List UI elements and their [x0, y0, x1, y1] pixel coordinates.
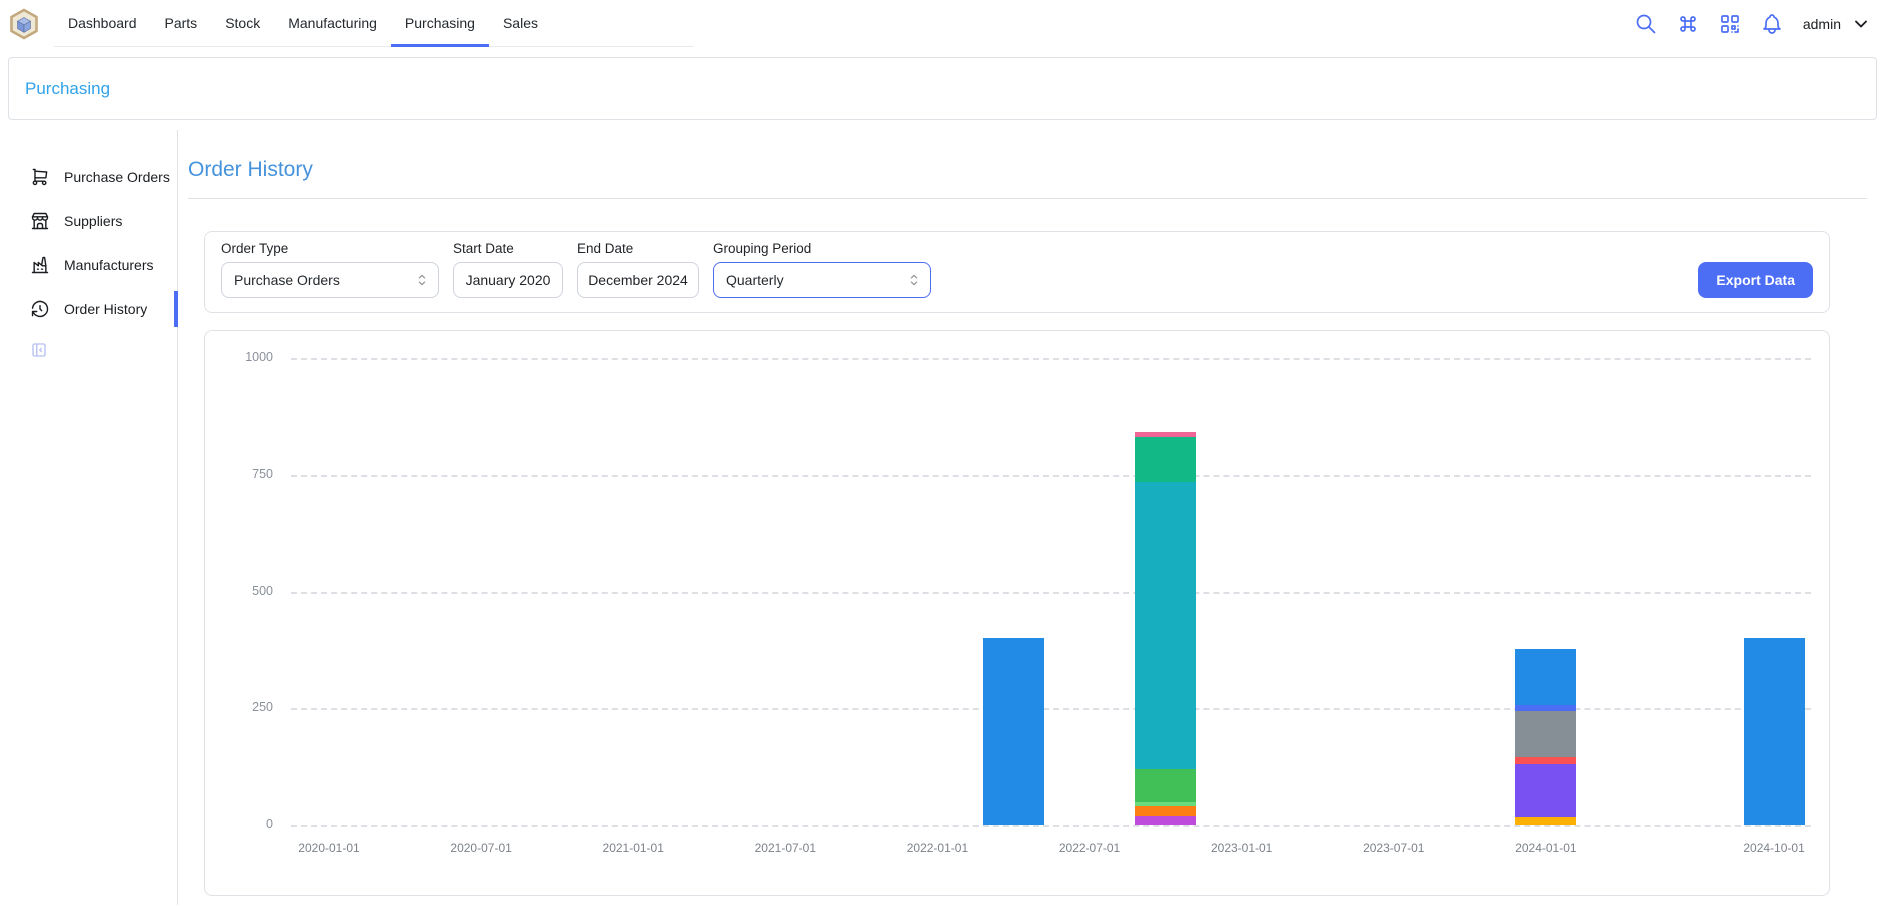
grouping-period-label: Grouping Period — [713, 241, 931, 256]
shopping-cart-icon — [30, 167, 50, 187]
sidebar-item-label: Manufacturers — [64, 257, 153, 273]
bar-segment — [1135, 482, 1196, 769]
tab-manufacturing[interactable]: Manufacturing — [274, 0, 391, 46]
gridline — [291, 708, 1811, 710]
export-data-button[interactable]: Export Data — [1698, 262, 1813, 298]
bar-segment — [1515, 764, 1576, 816]
breadcrumb-purchasing-link[interactable]: Purchasing — [25, 79, 110, 99]
gridline — [291, 592, 1811, 594]
gridline — [291, 475, 1811, 477]
sidebar-item-label: Suppliers — [64, 213, 122, 229]
start-date-group: Start Date — [453, 241, 563, 298]
tab-purchasing[interactable]: Purchasing — [391, 0, 489, 46]
x-axis-tick-label: 2023-01-01 — [1197, 841, 1287, 855]
title-divider — [188, 198, 1867, 199]
app-logo-icon[interactable] — [8, 8, 40, 40]
bar-segment — [983, 638, 1044, 825]
order-type-select[interactable]: Purchase Orders — [221, 262, 439, 298]
bar-segment — [1135, 769, 1196, 802]
x-axis-tick-label: 2024-10-01 — [1729, 841, 1819, 855]
tab-stock[interactable]: Stock — [211, 0, 274, 46]
x-axis-tick-label: 2021-07-01 — [740, 841, 830, 855]
tab-sales[interactable]: Sales — [489, 0, 552, 46]
x-axis-tick-label: 2020-07-01 — [436, 841, 526, 855]
tab-label: Sales — [503, 15, 538, 31]
bar-segment — [1515, 817, 1576, 825]
bar-segment — [1135, 437, 1196, 481]
grouping-period-select[interactable]: Quarterly — [713, 262, 931, 298]
search-icon[interactable] — [1633, 11, 1659, 37]
chevrons-up-down-icon — [906, 272, 922, 288]
page-title: Order History — [188, 158, 1885, 182]
start-date-input[interactable] — [453, 262, 563, 298]
sidebar-item-order-history[interactable]: Order History — [0, 287, 177, 331]
filter-card: Order Type Purchase Orders Start Date En… — [204, 231, 1830, 313]
sidebar-collapse-icon[interactable] — [30, 341, 48, 359]
main-panel: Order History Order Type Purchase Orders… — [178, 130, 1885, 905]
gridline — [291, 358, 1811, 360]
stacked-bar[interactable] — [983, 638, 1044, 825]
y-axis-tick-label: 250 — [213, 700, 273, 714]
user-menu[interactable]: admin — [1803, 14, 1871, 34]
bar-segment — [1744, 638, 1805, 825]
bar-segment — [1135, 816, 1196, 825]
tab-label: Dashboard — [68, 15, 137, 31]
chevrons-up-down-icon — [414, 272, 430, 288]
x-axis-tick-label: 2023-07-01 — [1349, 841, 1439, 855]
order-type-value: Purchase Orders — [234, 272, 340, 288]
stacked-bar[interactable] — [1744, 638, 1805, 825]
tab-parts[interactable]: Parts — [151, 0, 212, 46]
factory-icon — [30, 255, 50, 275]
bar-segment — [1515, 757, 1576, 764]
qrcode-icon[interactable] — [1717, 11, 1743, 37]
bar-segment — [1515, 711, 1576, 757]
sidebar-item-label: Order History — [64, 301, 147, 317]
sidebar: Purchase Orders Suppliers Manufacturers … — [0, 130, 178, 905]
bar-segment — [1135, 806, 1196, 815]
main-nav-tabs: Dashboard Parts Stock Manufacturing Purc… — [54, 0, 694, 47]
end-date-input[interactable] — [577, 262, 699, 298]
chevron-down-icon — [1851, 14, 1871, 34]
start-date-label: Start Date — [453, 241, 563, 256]
order-history-chart: 0 250 500 750 1000 2020-01-01 2020-07-01 2021-0… — [204, 330, 1830, 896]
bell-icon[interactable] — [1759, 11, 1785, 37]
tab-label: Manufacturing — [288, 15, 377, 31]
x-axis-tick-label: 2021-01-01 — [588, 841, 678, 855]
tab-dashboard[interactable]: Dashboard — [54, 0, 151, 46]
end-date-group: End Date — [577, 241, 699, 298]
stacked-bar[interactable] — [1515, 649, 1576, 825]
command-icon[interactable] — [1675, 11, 1701, 37]
order-type-label: Order Type — [221, 241, 439, 256]
end-date-label: End Date — [577, 241, 699, 256]
x-axis-tick-label: 2022-07-01 — [1045, 841, 1135, 855]
stacked-bar[interactable] — [1135, 432, 1196, 825]
history-icon — [30, 299, 50, 319]
x-axis-tick-label: 2022-01-01 — [892, 841, 982, 855]
y-axis-tick-label: 750 — [213, 467, 273, 481]
tab-label: Parts — [165, 15, 198, 31]
x-axis-tick-label: 2020-01-01 — [284, 841, 374, 855]
grouping-period-value: Quarterly — [726, 272, 784, 288]
order-type-group: Order Type Purchase Orders — [221, 241, 439, 298]
username: admin — [1803, 16, 1841, 32]
tab-label: Stock — [225, 15, 260, 31]
storefront-icon — [30, 211, 50, 231]
breadcrumb: Purchasing — [8, 57, 1877, 120]
bar-segment — [1515, 649, 1576, 706]
sidebar-item-purchase-orders[interactable]: Purchase Orders — [0, 155, 177, 199]
x-axis-tick-label: 2024-01-01 — [1501, 841, 1591, 855]
content-area: Purchase Orders Suppliers Manufacturers … — [0, 130, 1885, 905]
chart-plot — [291, 358, 1811, 825]
sidebar-item-manufacturers[interactable]: Manufacturers — [0, 243, 177, 287]
grouping-period-group: Grouping Period Quarterly — [713, 241, 931, 298]
app-header: Dashboard Parts Stock Manufacturing Purc… — [0, 0, 1885, 47]
gridline — [291, 825, 1811, 827]
sidebar-item-suppliers[interactable]: Suppliers — [0, 199, 177, 243]
y-axis-tick-label: 0 — [213, 817, 273, 831]
sidebar-item-label: Purchase Orders — [64, 169, 170, 185]
tab-label: Purchasing — [405, 15, 475, 31]
y-axis-tick-label: 1000 — [213, 350, 273, 364]
y-axis-tick-label: 500 — [213, 584, 273, 598]
